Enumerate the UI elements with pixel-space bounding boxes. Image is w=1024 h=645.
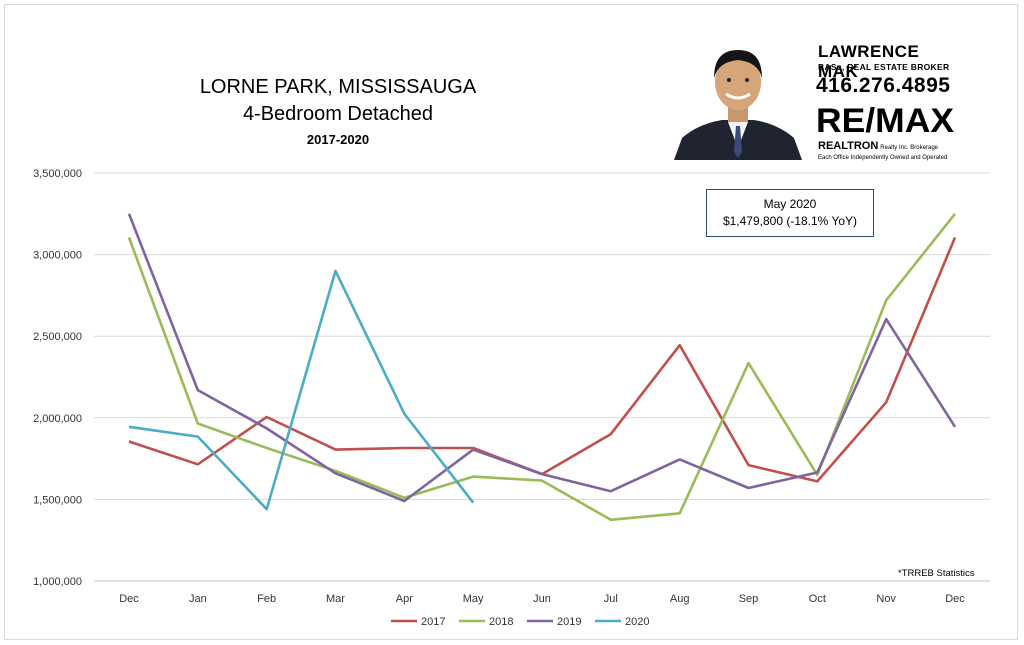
chart-frame [4, 4, 1018, 640]
x-tick-label: Apr [396, 593, 413, 605]
brokerage-detail: Realty Inc. Brokerage [880, 145, 938, 151]
callout-title: May 2020 [763, 197, 817, 211]
legend-label-2018: 2018 [489, 616, 513, 628]
source-note: *TRREB Statistics [898, 568, 975, 579]
x-tick-label: Oct [809, 593, 826, 605]
y-tick-label: 3,000,000 [33, 250, 82, 262]
y-tick-label: 2,000,000 [33, 413, 82, 425]
remax-logo: RE/MAX [816, 102, 954, 140]
y-tick-label: 1,000,000 [33, 576, 82, 588]
x-tick-label: Jun [533, 593, 551, 605]
agent-phone: 416.276.4895 [816, 74, 951, 97]
callout-value: $1,479,800 (-18.1% YoY) [722, 214, 858, 228]
y-axis-ticks: 1,000,000 1,500,000 2,000,000 2,500,000 3,00… [33, 168, 82, 588]
x-tick-label: Dec [945, 593, 965, 605]
legend: 2017 2018 2019 2020 [391, 616, 649, 628]
legend-label-2019: 2019 [557, 616, 581, 628]
brokerage-label: REALTRON [818, 140, 879, 152]
y-tick-label: 3,500,000 [33, 168, 82, 180]
series-line-2018 [127, 212, 957, 522]
brokerage-name: REALTRON Realty Inc. Brokerage [818, 140, 938, 152]
x-tick-label: Jul [604, 593, 618, 605]
chart-subtitle: 4-Bedroom Detached [242, 103, 434, 125]
legend-label-2017: 2017 [421, 616, 445, 628]
chart-title-block: LORNE PARK, MISSISSAUGA 4-Bedroom Detach… [168, 74, 508, 150]
x-axis-ticks: Dec Jan Feb Mar Apr May Jun Jul Aug Sep Oct Nov Dec [119, 593, 965, 605]
agent-name: LAWRENCE MAK [818, 42, 920, 81]
x-tick-label: Aug [670, 593, 690, 605]
series-lines [127, 212, 957, 522]
chart-title: LORNE PARK, MISSISSAUGA [199, 76, 477, 98]
x-tick-label: Mar [326, 593, 345, 605]
svg-text:RE/MAX: RE/MAX [816, 102, 954, 140]
x-tick-label: Sep [739, 593, 759, 605]
y-tick-label: 1,500,000 [33, 494, 82, 506]
x-tick-label: Jan [189, 593, 207, 605]
x-tick-label: Nov [876, 593, 896, 605]
grid-lines [94, 172, 990, 582]
x-tick-label: Dec [119, 593, 139, 605]
callout-box: May 2020 $1,479,800 (-18.1% YoY) [706, 189, 874, 237]
series-line-2019 [127, 213, 957, 503]
agent-card: LAWRENCE MAK BASc, REAL ESTATE BROKER 41… [650, 20, 960, 170]
chart-date-range: 2017-2020 [306, 132, 370, 147]
x-tick-label: May [463, 593, 484, 605]
x-tick-label: Feb [257, 593, 276, 605]
legend-label-2020: 2020 [625, 616, 649, 628]
y-tick-label: 2,500,000 [33, 331, 82, 343]
office-note: Each Office Independently Owned and Oper… [818, 155, 948, 161]
agent-photo [670, 42, 806, 160]
series-line-2020 [128, 269, 475, 511]
agent-credentials: BASc, REAL ESTATE BROKER [818, 62, 950, 72]
